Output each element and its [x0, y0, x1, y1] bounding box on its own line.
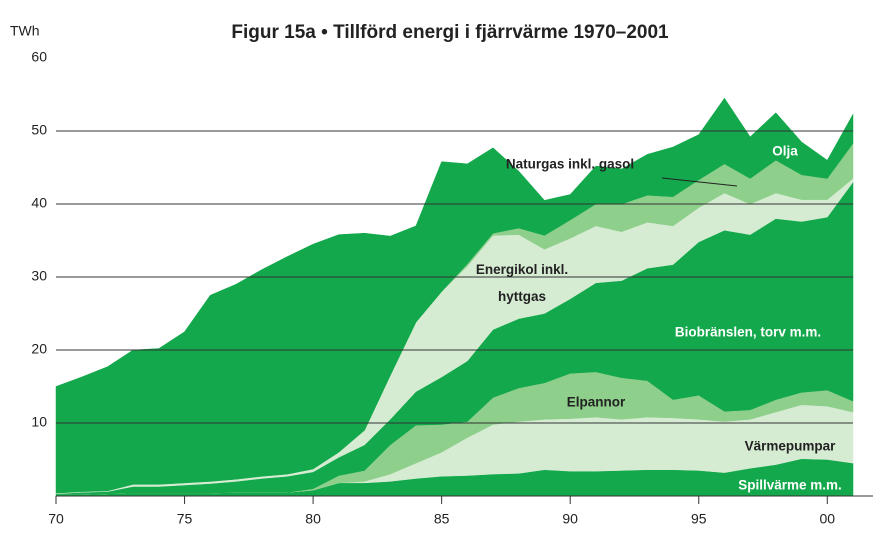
y-tick-label: 60 — [31, 49, 47, 65]
area — [55, 97, 854, 494]
y-axis-label: TWh — [10, 23, 40, 39]
y-tick-label: 20 — [31, 341, 47, 357]
x-tick-label: 95 — [691, 511, 707, 527]
x-tick-label: 90 — [562, 511, 578, 527]
x-tick-label: 75 — [177, 511, 193, 527]
series-label: Elpannor — [567, 395, 626, 410]
y-tick-label: 50 — [31, 122, 47, 138]
leader-line — [661, 177, 738, 187]
y-tick-label: 40 — [31, 195, 47, 211]
series-label: Naturgas inkl. gasol — [506, 157, 634, 172]
x-tick-label: 85 — [434, 511, 450, 527]
y-tick-label: 10 — [31, 414, 47, 430]
series-label: Olja — [772, 144, 798, 159]
series-label: Energikol inkl. hyttgas — [475, 262, 569, 304]
x-tick-label: 80 — [305, 511, 321, 527]
chart-title: Figur 15a • Tillförd energi i fjärrvärme… — [231, 22, 669, 43]
series-label: Spillvärme m.m. — [738, 478, 842, 493]
y-tick-label: 30 — [31, 268, 47, 284]
series-label: Värmepumpar — [745, 439, 837, 454]
x-tick-label: 00 — [820, 511, 836, 527]
series-label: Biobränslen, torv m.m. — [675, 325, 821, 340]
x-tick-label: 70 — [48, 511, 64, 527]
